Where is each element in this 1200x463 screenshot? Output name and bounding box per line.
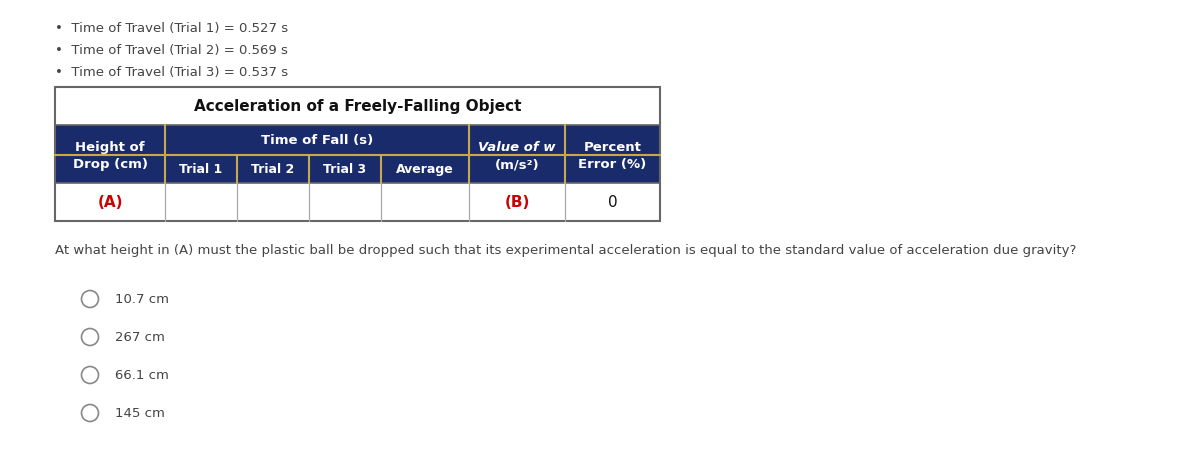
Bar	[55, 184, 660, 221]
Text: Value of ᴡ: Value of ᴡ	[479, 141, 556, 154]
Text: Acceleration of a Freely-Falling Object: Acceleration of a Freely-Falling Object	[193, 99, 521, 114]
Bar	[55, 126, 660, 184]
Text: Time of Fall (s): Time of Fall (s)	[260, 134, 373, 147]
Text: 66.1 cm: 66.1 cm	[115, 369, 169, 382]
Text: Average: Average	[396, 163, 454, 176]
Text: 145 cm: 145 cm	[115, 407, 164, 419]
Text: Trial 3: Trial 3	[324, 163, 366, 176]
Text: Error (%): Error (%)	[578, 158, 647, 171]
Text: •  Time of Travel (Trial 1) = 0.527 s: • Time of Travel (Trial 1) = 0.527 s	[55, 22, 288, 35]
Text: (B): (B)	[504, 195, 529, 210]
Text: Trial 1: Trial 1	[179, 163, 223, 176]
Text: Drop (cm): Drop (cm)	[72, 158, 148, 171]
Text: Height of: Height of	[76, 141, 145, 154]
Bar	[55, 88, 660, 126]
Text: 267 cm: 267 cm	[115, 331, 164, 344]
Text: (A): (A)	[97, 195, 122, 210]
Text: •  Time of Travel (Trial 3) = 0.537 s: • Time of Travel (Trial 3) = 0.537 s	[55, 66, 288, 79]
Text: •  Time of Travel (Trial 2) = 0.569 s: • Time of Travel (Trial 2) = 0.569 s	[55, 44, 288, 57]
Text: 10.7 cm: 10.7 cm	[115, 293, 169, 306]
Bar	[55, 88, 660, 221]
Text: At what height in (A) must the plastic ball be dropped such that its experimenta: At what height in (A) must the plastic b…	[55, 244, 1076, 257]
Text: Trial 2: Trial 2	[251, 163, 295, 176]
Text: Percent: Percent	[583, 141, 642, 154]
Text: (m/s²): (m/s²)	[494, 158, 539, 171]
Text: 0: 0	[607, 195, 617, 210]
